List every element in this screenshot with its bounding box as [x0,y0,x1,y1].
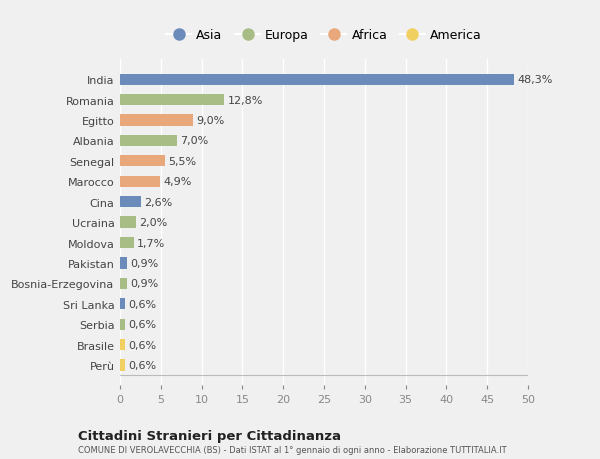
Text: 2,6%: 2,6% [145,197,173,207]
Text: Cittadini Stranieri per Cittadinanza: Cittadini Stranieri per Cittadinanza [78,429,341,442]
Bar [120,237,134,249]
Text: 9,0%: 9,0% [197,116,225,126]
Text: COMUNE DI VEROLAVECCHIA (BS) - Dati ISTAT al 1° gennaio di ogni anno - Elaborazi: COMUNE DI VEROLAVECCHIA (BS) - Dati ISTA… [78,445,506,454]
Text: 12,8%: 12,8% [228,95,263,106]
Text: 0,6%: 0,6% [128,299,156,309]
Bar [120,196,141,208]
Bar [120,95,224,106]
Text: 0,9%: 0,9% [131,279,159,289]
Bar [120,278,127,289]
Bar [120,156,165,167]
Bar [120,217,136,228]
Bar [120,359,125,371]
Bar [120,115,193,126]
Text: 0,6%: 0,6% [128,319,156,330]
Text: 0,6%: 0,6% [128,360,156,370]
Text: 0,6%: 0,6% [128,340,156,350]
Text: 7,0%: 7,0% [181,136,209,146]
Bar [120,74,514,86]
Text: 2,0%: 2,0% [140,218,168,228]
Text: 0,9%: 0,9% [131,258,159,269]
Bar [120,258,127,269]
Text: 4,9%: 4,9% [163,177,191,187]
Bar [120,135,177,147]
Text: 48,3%: 48,3% [517,75,553,85]
Text: 5,5%: 5,5% [168,157,196,167]
Bar [120,298,125,310]
Bar [120,176,160,187]
Bar [120,319,125,330]
Text: 1,7%: 1,7% [137,238,166,248]
Legend: Asia, Europa, Africa, America: Asia, Europa, Africa, America [164,27,484,45]
Bar [120,339,125,350]
